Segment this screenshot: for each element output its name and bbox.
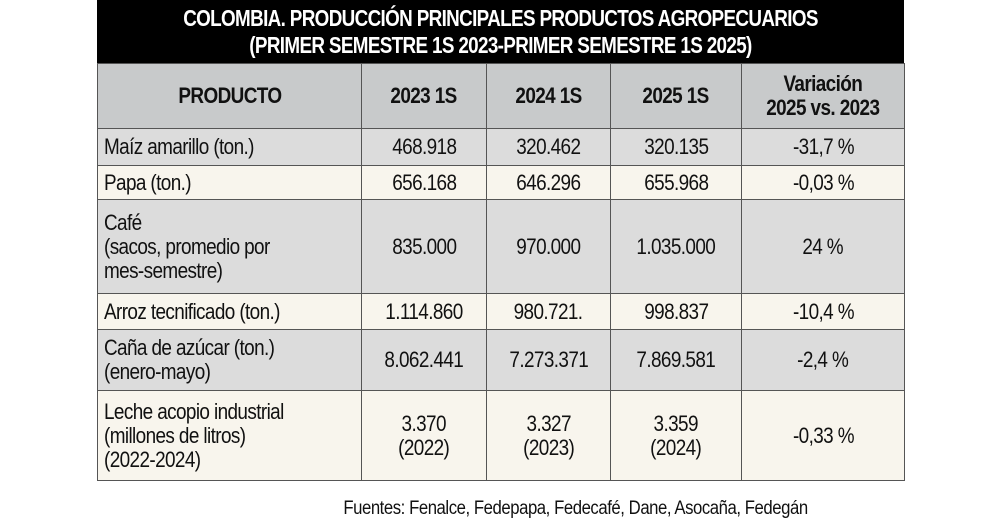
- cell-text: Maíz amarillo (ton.): [104, 134, 254, 159]
- value-cell: 835.000: [361, 199, 487, 294]
- production-table: PRODUCTO 2023 1S 2024 1S 2025 1S Variación 2…: [97, 63, 905, 481]
- value-cell: 8.062.441: [361, 329, 487, 391]
- product-cell: Leche acopio industrial (millones de lit…: [97, 390, 362, 481]
- product-cell: Caña de azúcar (ton.) (enero-mayo): [97, 329, 362, 391]
- cell-text: -31,7 %: [792, 134, 854, 159]
- cell-text: -0,33 %: [792, 422, 854, 448]
- production-table-graphic: COLOMBIA. PRODUCCIÓN PRINCIPALES PRODUCT…: [97, 0, 905, 519]
- value-cell: 3.370 (2022): [361, 390, 487, 481]
- value-cell: 980.721.: [486, 293, 611, 330]
- cell-text: 7.869.581: [636, 347, 716, 372]
- title-line-2: (PRIMER SEMESTRE 1S 2023-PRIMER SEMESTRE…: [249, 32, 752, 58]
- source-note: Fuentes: Fenalce, Fedepapa, Fedecafé, Da…: [280, 498, 809, 520]
- table-title: COLOMBIA. PRODUCCIÓN PRINCIPALES PRODUCT…: [97, 0, 904, 63]
- cell-text: 468.918: [391, 134, 457, 159]
- value-cell: 7.273.371: [486, 329, 611, 391]
- cell-text: 980.721.: [514, 298, 583, 324]
- cell-text: Papa (ton.): [104, 169, 192, 195]
- value-cell: 970.000: [486, 199, 611, 294]
- cell-text: 320.462: [516, 134, 581, 159]
- product-cell: Café (sacos, promedio por mes-semestre): [97, 199, 362, 294]
- cell-text: 8.062.441: [384, 347, 464, 372]
- table-row: Papa (ton.) 656.168 646.296 655.968 -0,03 %: [97, 165, 905, 200]
- cell-text: 7.273.371: [509, 347, 588, 372]
- cell-text: -2,4 %: [797, 347, 849, 372]
- value-cell: 1.035.000: [610, 199, 742, 294]
- value-cell: -10,4 %: [741, 293, 905, 330]
- table-row: Maíz amarillo (ton.) 468.918 320.462 320.13…: [97, 128, 905, 166]
- cell-text: 656.168: [391, 169, 457, 195]
- cell-text: 970.000: [516, 233, 581, 259]
- column-header-label: 2025 1S: [642, 83, 710, 108]
- column-header-label: PRODUCTO: [177, 83, 282, 108]
- product-cell: Papa (ton.): [97, 165, 362, 200]
- column-header: Variación 2025 vs. 2023: [741, 63, 905, 129]
- cell-text: 1.035.000: [636, 233, 716, 259]
- header-row: PRODUCTO 2023 1S 2024 1S 2025 1S Variación 2…: [97, 63, 905, 129]
- value-cell: 468.918: [361, 128, 487, 166]
- value-cell: 7.869.581: [610, 329, 742, 391]
- cell-text: Caña de azúcar (ton.) (enero-mayo): [104, 335, 275, 384]
- column-header: 2025 1S: [610, 63, 742, 129]
- table-row: Arroz tecnificado (ton.) 1.114.860 980.721…: [97, 293, 905, 330]
- value-cell: 1.114.860: [361, 293, 487, 330]
- cell-text: 3.327 (2023): [522, 410, 575, 460]
- column-header-label: 2023 1S: [390, 83, 458, 108]
- column-header-label: 2024 1S: [515, 83, 582, 108]
- cell-text: 320.135: [643, 134, 709, 159]
- cell-text: 998.837: [643, 298, 709, 324]
- value-cell: 656.168: [361, 165, 487, 200]
- product-cell: Maíz amarillo (ton.): [97, 128, 362, 166]
- value-cell: 646.296: [486, 165, 611, 200]
- value-cell: -0,33 %: [741, 390, 905, 481]
- cell-text: Arroz tecnificado (ton.): [104, 298, 280, 324]
- column-header: 2023 1S: [361, 63, 487, 129]
- column-header: 2024 1S: [486, 63, 611, 129]
- product-cell: Arroz tecnificado (ton.): [97, 293, 362, 330]
- cell-text: -10,4 %: [792, 298, 854, 324]
- cell-text: 3.370 (2022): [398, 410, 450, 460]
- title-line-1: COLOMBIA. PRODUCCIÓN PRINCIPALES PRODUCT…: [183, 5, 818, 31]
- value-cell: 320.135: [610, 128, 742, 166]
- value-cell: 3.359 (2024): [610, 390, 742, 481]
- value-cell: 24 %: [741, 199, 905, 294]
- table-row: Caña de azúcar (ton.) (enero-mayo) 8.062.…: [97, 329, 905, 391]
- value-cell: 998.837: [610, 293, 742, 330]
- cell-text: 646.296: [516, 169, 581, 195]
- value-cell: 3.327 (2023): [486, 390, 611, 481]
- column-header-label: Variación 2025 vs. 2023: [766, 71, 880, 120]
- value-cell: -31,7 %: [741, 128, 905, 166]
- source-text: Fuentes: Fenalce, Fedepapa, Fedecafé, Da…: [343, 498, 809, 519]
- value-cell: 320.462: [486, 128, 611, 166]
- cell-text: Leche acopio industrial (millones de lit…: [104, 398, 284, 472]
- cell-text: 24 %: [802, 233, 844, 259]
- column-header: PRODUCTO: [97, 63, 362, 129]
- cell-text: 835.000: [391, 233, 457, 259]
- cell-text: 1.114.860: [385, 298, 463, 324]
- cell-text: Café (sacos, promedio por mes-semestre): [104, 209, 270, 283]
- cell-text: 655.968: [643, 169, 709, 195]
- table-row: Café (sacos, promedio por mes-semestre) 8…: [97, 199, 905, 294]
- value-cell: 655.968: [610, 165, 742, 200]
- table-row: Leche acopio industrial (millones de lit…: [97, 390, 905, 481]
- value-cell: -0,03 %: [741, 165, 905, 200]
- cell-text: 3.359 (2024): [650, 410, 702, 460]
- cell-text: -0,03 %: [792, 169, 854, 195]
- value-cell: -2,4 %: [741, 329, 905, 391]
